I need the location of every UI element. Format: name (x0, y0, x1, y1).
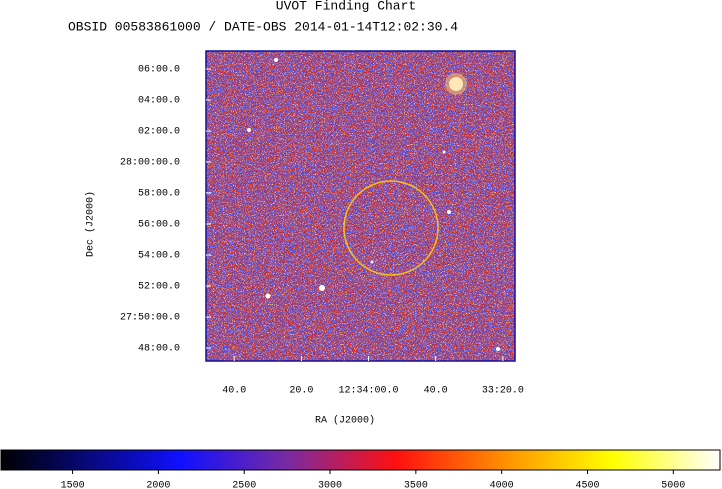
y-tick-label: 04:00.0 (138, 96, 180, 107)
y-tick-label: 54:00.0 (138, 251, 180, 262)
y-tick-label: 27:50:00.0 (120, 313, 180, 324)
y-axis-label: Dec (J2000) (85, 191, 97, 257)
x-tick-label: 40.0 (424, 386, 448, 397)
y-tick-label: 02:00.0 (138, 127, 180, 138)
x-tick-label: 12:34:00.0 (339, 386, 399, 397)
colorbar-tick-label: 2500 (232, 481, 256, 489)
y-tick-label: 52:00.0 (138, 282, 180, 293)
chart-subtitle: OBSID 00583861000 / DATE-OBS 2014-01-14T… (68, 19, 458, 34)
colorbar-tick-label: 4000 (490, 481, 514, 489)
chart-title: UVOT Finding Chart (276, 0, 416, 13)
y-tick-label: 48:00.0 (138, 344, 180, 355)
colorbar-tick-label: 5000 (661, 481, 685, 489)
colorbar-tick-label: 1500 (61, 481, 85, 489)
colorbar-tick-label: 4500 (575, 481, 599, 489)
x-axis-label: RA (J2000) (315, 415, 375, 427)
sky-image (205, 50, 516, 362)
source-region (343, 180, 439, 276)
colorbar-tick-label: 3000 (318, 481, 342, 489)
colorbar-tick-label: 2000 (146, 481, 170, 489)
x-tick-label: 40.0 (222, 386, 246, 397)
x-tick-label: 20.0 (289, 386, 313, 397)
colorbar (0, 449, 721, 471)
y-tick-label: 06:00.0 (138, 65, 180, 76)
y-tick-label: 56:00.0 (138, 220, 180, 231)
y-tick-label: 58:00.0 (138, 189, 180, 200)
y-tick-label: 28:00:00.0 (120, 158, 180, 169)
x-tick-label: 33:20.0 (482, 386, 524, 397)
colorbar-tick-label: 3500 (404, 481, 428, 489)
